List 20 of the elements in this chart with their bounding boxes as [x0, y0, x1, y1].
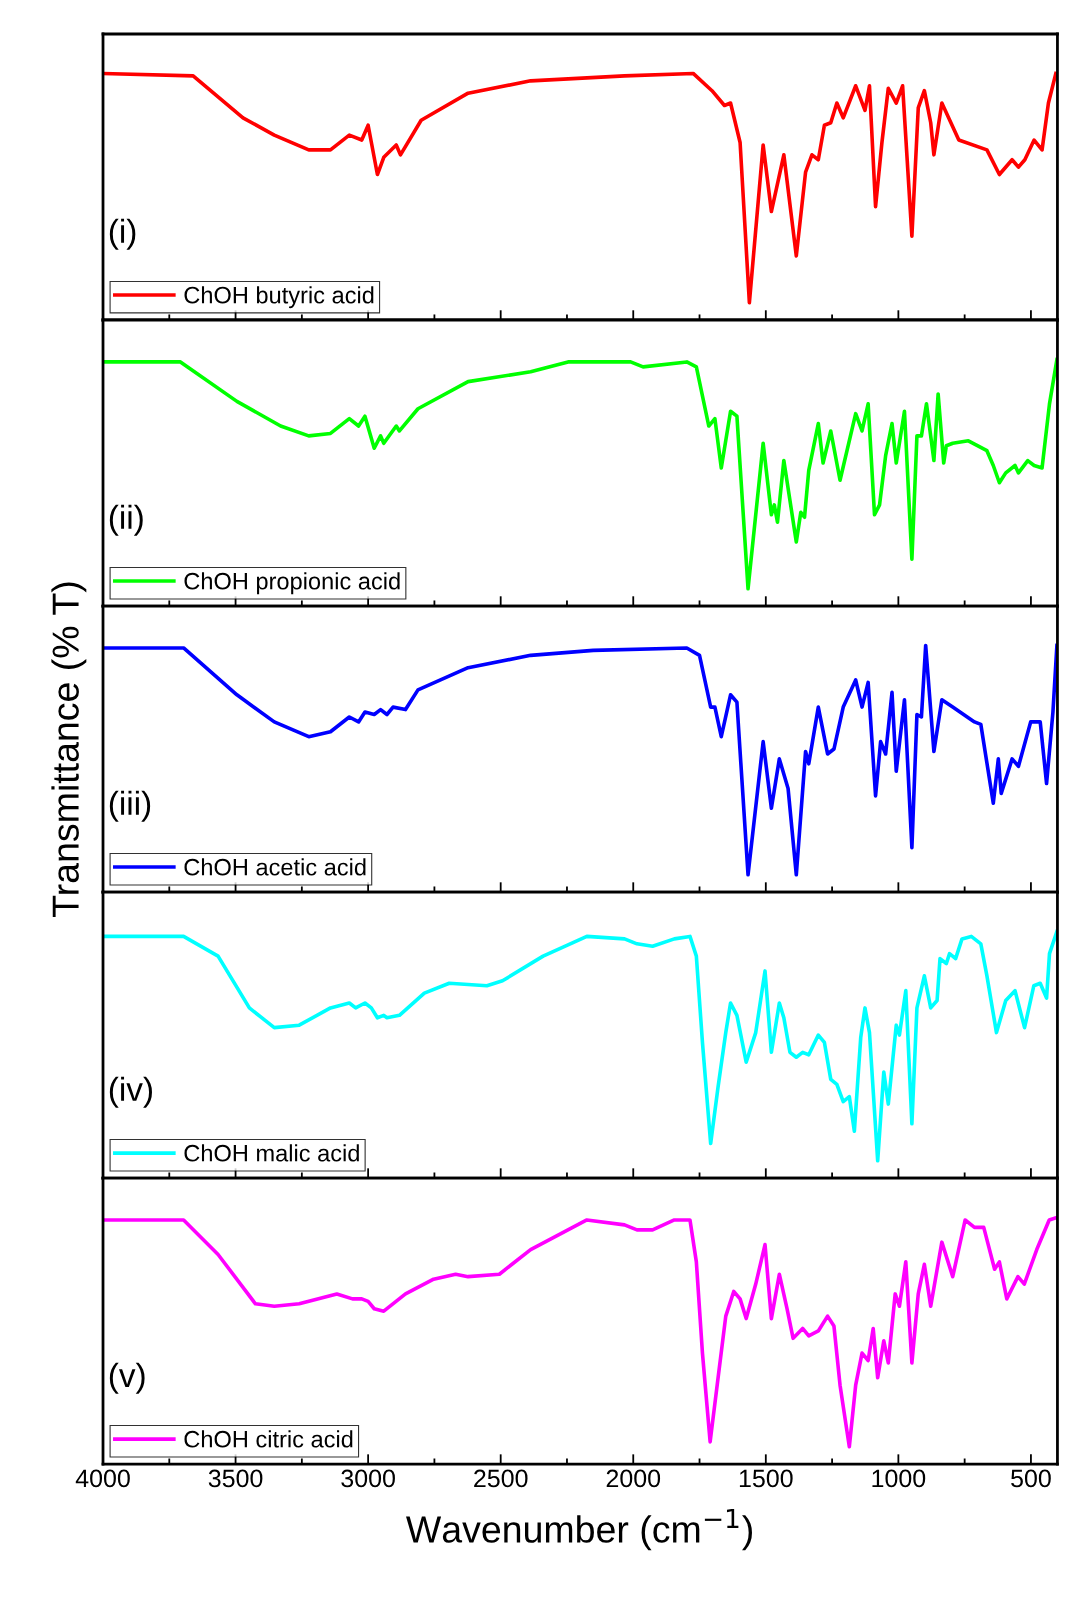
annotation: (i) [109, 218, 136, 250]
annotation: (v) [109, 1362, 145, 1394]
y-axis-title: Transmittance (% T) [51, 582, 87, 917]
x-tick-label: 2000 [606, 1469, 661, 1488]
legend-label: ChOH acetic acid [184, 858, 366, 876]
x-tick-label: 1500 [739, 1469, 793, 1488]
legend-label: ChOH citric acid [184, 1430, 353, 1448]
x-tick-label: 4000 [75, 1469, 130, 1488]
annotation: (iii) [109, 790, 151, 822]
x-tick-label: 3000 [341, 1469, 395, 1488]
x-tick-label: 3500 [208, 1469, 263, 1488]
x-axis-title: Wavenumber (cm$^{−1}$) [406, 1508, 752, 1551]
x-tick-label: 2500 [474, 1469, 528, 1488]
x-tick-label: 1000 [872, 1469, 926, 1488]
legend-label: ChOH malic acid [184, 1144, 359, 1162]
legend-label: ChOH propionic acid [184, 572, 400, 595]
annotation: (ii) [109, 504, 143, 536]
legend-label: ChOH butyric acid [184, 286, 374, 309]
x-tick-label: 500 [1011, 1469, 1051, 1488]
annotation: (iv) [109, 1076, 152, 1108]
